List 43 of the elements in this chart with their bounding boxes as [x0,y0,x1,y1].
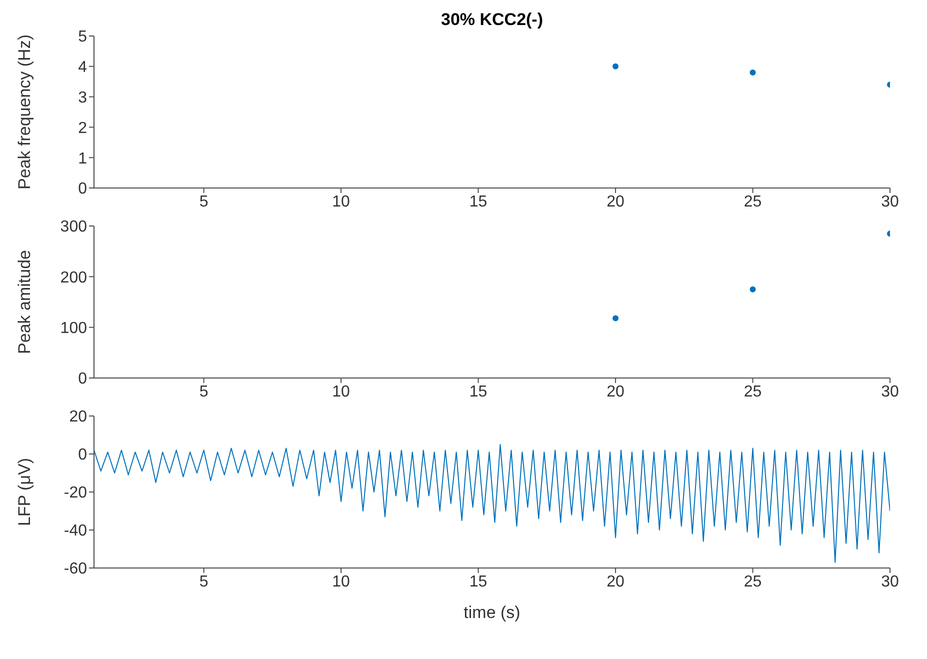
x-tick-label: 25 [744,573,762,590]
y-tick-label: 100 [60,320,88,338]
point [612,315,619,322]
x-tick-label: 10 [332,193,350,210]
y-tick-label: 0 [78,370,88,388]
y-tick-label: 300 [60,218,88,236]
y-tick-label: 3 [78,89,88,106]
x-tick-label: 30 [881,383,899,400]
x-tick-label: 25 [744,383,762,400]
x-tick-label: 5 [199,193,208,210]
x-tick-label: 10 [332,573,350,590]
y-tick-label: 200 [60,269,88,286]
x-tick-label: 20 [606,573,625,590]
y-tick-label: 20 [69,408,88,426]
x-tick-label: 25 [744,193,762,210]
x-tick-label: 15 [469,193,488,210]
y-tick-label: 5 [78,28,88,46]
y-tick-label: 1 [78,150,88,168]
x-tick-label: 30 [881,573,899,590]
x-tick-label: 10 [332,383,350,400]
y-tick-label: -60 [64,560,88,578]
y-tick-label: -40 [64,522,88,540]
x-tick-label: 20 [606,193,625,210]
line-series [94,444,890,563]
x-tick-label: 5 [199,573,208,590]
x-tick-label: 30 [881,193,899,210]
y-axis-title: Peak amitude [15,250,34,354]
y-tick-label: -20 [64,484,88,502]
chart-title: 30% KCC2(-) [440,10,544,30]
x-tick-label: 15 [469,573,488,590]
y-tick-label: 0 [78,180,88,198]
y-axis-title: Peak frequency (Hz) [15,34,34,190]
point [750,69,756,76]
point [750,286,756,292]
y-tick-label: 4 [78,59,88,76]
y-tick-label: 2 [78,120,88,137]
x-axis-title: time (s) [464,603,520,622]
y-tick-label: 0 [78,446,88,464]
y-axis-title: LFP (μV) [15,458,34,526]
x-tick-label: 5 [199,383,208,400]
point [612,63,619,70]
x-tick-label: 20 [606,383,625,400]
x-tick-label: 15 [469,383,488,400]
